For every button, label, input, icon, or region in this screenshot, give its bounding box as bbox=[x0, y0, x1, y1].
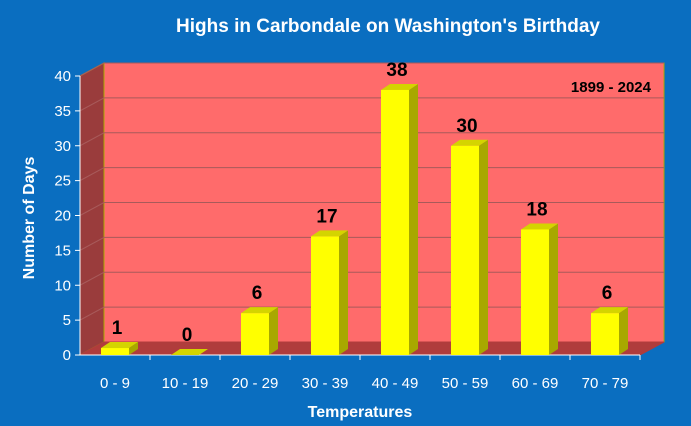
bar-top bbox=[311, 230, 348, 237]
y-tick-label: 30 bbox=[54, 138, 71, 155]
bar-front bbox=[381, 89, 409, 355]
y-tick-label: 40 bbox=[54, 68, 71, 85]
bar bbox=[311, 230, 348, 355]
data-label: 6 bbox=[252, 283, 263, 304]
bar-front bbox=[311, 236, 339, 355]
bar bbox=[241, 307, 278, 355]
bar-top bbox=[241, 307, 278, 314]
data-label: 0 bbox=[182, 325, 193, 346]
bar-side bbox=[479, 139, 488, 355]
y-axis-title: Number of Days bbox=[21, 157, 38, 280]
bar-top bbox=[591, 307, 628, 314]
gridline bbox=[79, 132, 664, 147]
bar-top bbox=[101, 342, 138, 349]
bar-top bbox=[171, 349, 208, 355]
y-tick-label: 5 bbox=[63, 312, 71, 329]
chart-title: Highs in Carbondale on Washington's Birt… bbox=[176, 16, 600, 37]
gridline bbox=[79, 62, 664, 77]
y-tick-label: 0 bbox=[63, 347, 71, 364]
bar-front bbox=[101, 348, 129, 355]
year-range-annotation: 1899 - 2024 bbox=[571, 79, 652, 96]
x-tick-label: 10 - 19 bbox=[162, 375, 209, 392]
bar-side bbox=[269, 307, 278, 355]
data-label: 17 bbox=[316, 206, 337, 227]
y-tick-label: 35 bbox=[54, 103, 71, 120]
plot-floor bbox=[79, 341, 665, 356]
bar-front bbox=[241, 313, 269, 355]
bar-side bbox=[129, 342, 138, 355]
y-tick-label: 10 bbox=[54, 277, 71, 294]
bar-front bbox=[451, 145, 479, 355]
x-axis-title: Temperatures bbox=[308, 404, 413, 421]
y-tick-label: 25 bbox=[54, 173, 71, 190]
bar bbox=[101, 342, 138, 355]
data-label: 30 bbox=[456, 116, 477, 137]
bar-side bbox=[409, 83, 418, 355]
bar-top bbox=[451, 139, 488, 146]
bar-top bbox=[521, 223, 558, 230]
x-tick-label: 0 - 9 bbox=[100, 375, 130, 392]
gridline bbox=[79, 97, 664, 112]
bar-front bbox=[521, 229, 549, 355]
bar-top bbox=[381, 83, 418, 90]
y-tick-label: 20 bbox=[54, 208, 71, 225]
bar-side bbox=[549, 223, 558, 355]
x-tick-label: 50 - 59 bbox=[442, 375, 489, 392]
bar-front bbox=[591, 313, 619, 355]
bar-side bbox=[339, 230, 348, 355]
x-tick-label: 20 - 29 bbox=[232, 375, 279, 392]
bar bbox=[521, 223, 558, 355]
bar bbox=[171, 349, 208, 355]
data-label: 1 bbox=[112, 318, 123, 339]
data-label: 6 bbox=[602, 283, 613, 304]
x-tick-label: 60 - 69 bbox=[512, 375, 559, 392]
x-tick-label: 40 - 49 bbox=[372, 375, 419, 392]
data-label: 18 bbox=[526, 199, 547, 220]
bar bbox=[591, 307, 628, 355]
data-label: 38 bbox=[386, 60, 407, 81]
y-tick-label: 15 bbox=[54, 242, 71, 259]
x-tick-label: 30 - 39 bbox=[302, 375, 349, 392]
bar bbox=[381, 83, 418, 355]
x-tick-label: 70 - 79 bbox=[582, 375, 629, 392]
bar-side bbox=[619, 307, 628, 355]
bar bbox=[451, 139, 488, 355]
